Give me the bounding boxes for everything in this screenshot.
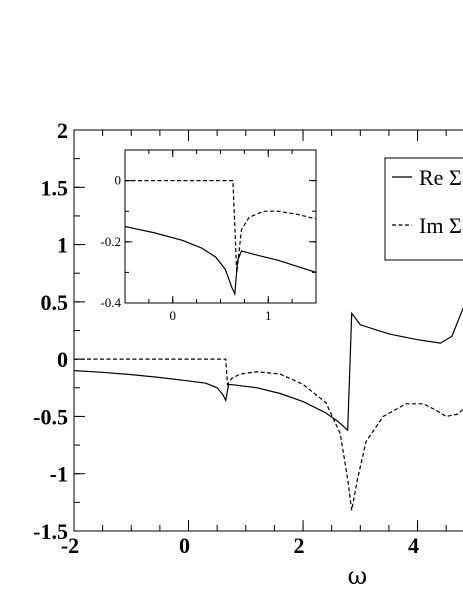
inset-series-re-line — [125, 225, 316, 297]
main-y-tick-label: 0.5 — [41, 290, 69, 315]
legend-label-re: Re Σ — [419, 165, 462, 190]
main-x-axis-title: ω — [348, 562, 368, 590]
legend-label-im: Im Σ — [419, 213, 462, 238]
main-x-tick-label: 4 — [408, 533, 419, 558]
inset-y-tick-label: -0.2 — [100, 234, 121, 249]
inset-series-im-line — [125, 180, 316, 273]
main-x-tick-label: -2 — [61, 533, 79, 558]
inset-plot-frame — [124, 149, 317, 304]
main-y-tick-label: 0 — [57, 347, 68, 372]
main-y-tick-label: -1 — [50, 462, 68, 487]
legend: Re Σ Im Σ — [384, 157, 463, 261]
inset-x-tick-label: 1 — [265, 308, 272, 323]
legend-box — [384, 157, 463, 261]
main-y-tick-label: -0.5 — [33, 404, 68, 429]
inset-plot: 0 1 -0.4 -0.2 0 — [100, 149, 317, 323]
inset-y-tick-label: 0 — [115, 173, 122, 188]
main-y-tick-label: 2 — [57, 118, 68, 143]
main-y-tick-label: -1.5 — [33, 519, 68, 544]
main-series-im-line — [74, 358, 463, 511]
main-x-tick-label: 0 — [179, 533, 190, 558]
main-series-re-line — [74, 306, 463, 432]
main-x-tick-label: 2 — [294, 533, 305, 558]
main-plot: -2 0 2 4 -1.5 -1 -0.5 0 0.5 1 1.5 2 ω — [33, 118, 463, 590]
inset-y-tick-label: -0.4 — [100, 295, 121, 310]
inset-x-tick-label: 0 — [170, 308, 177, 323]
main-y-tick-label: 1.5 — [41, 175, 69, 200]
main-y-tick-label: 1 — [57, 233, 68, 258]
